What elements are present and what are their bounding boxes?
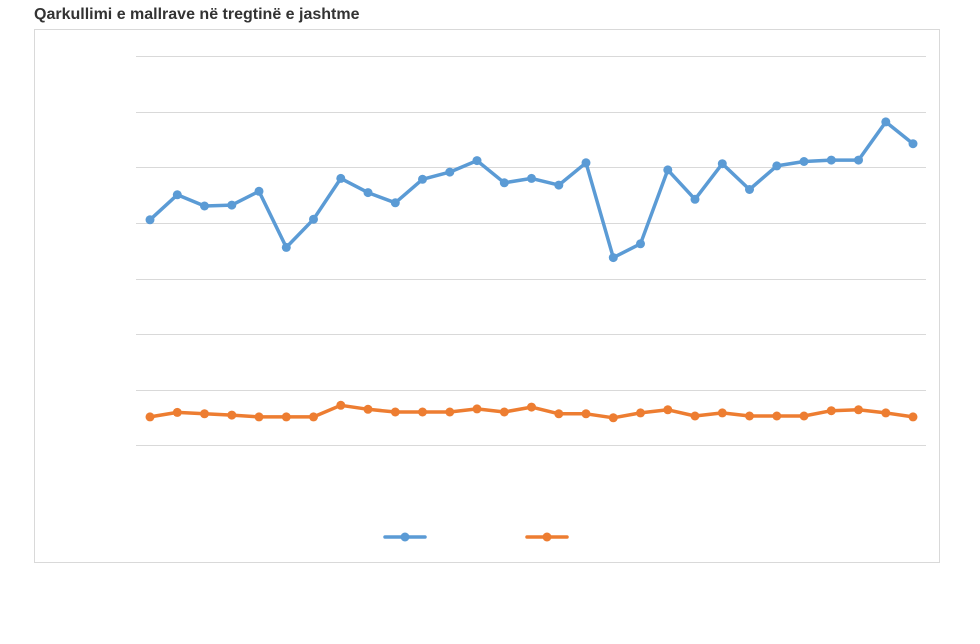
data-point [499,407,509,417]
data-point [854,155,863,165]
legend-marker [542,532,552,542]
data-point [172,407,182,417]
data-point [636,239,645,249]
data-point [472,156,482,166]
data-point [881,408,891,418]
data-point [554,409,564,419]
data-point [145,412,155,422]
data-point [309,412,318,422]
data-point [690,194,700,204]
data-point [200,201,209,211]
data-point [200,409,209,419]
data-point [717,408,727,418]
legend-item-2 [525,532,569,542]
data-point [663,165,673,175]
data-point [227,410,237,420]
data-point [281,412,291,422]
data-point [772,161,782,171]
data-point [336,400,346,410]
plot-area [136,56,926,542]
data-point [717,159,727,169]
data-point [499,178,509,188]
data-point [581,409,591,419]
data-point [445,407,455,417]
data-point [445,167,455,177]
data-point [908,139,918,149]
data-point [172,190,182,200]
data-point [745,185,754,194]
data-point [772,411,782,421]
data-point [826,406,836,416]
data-point [908,412,918,422]
data-point [227,200,237,210]
data-point [363,404,373,414]
legend-item-1 [383,532,427,542]
data-point [363,188,373,198]
data-point [527,402,536,412]
data-point [336,173,346,183]
data-point [881,117,891,127]
data-point [390,198,400,208]
data-point [254,186,264,196]
data-point [281,242,291,252]
series-1 [145,117,918,263]
data-point [554,180,564,190]
data-point [663,405,673,415]
data-point [527,173,536,183]
data-point [418,407,427,417]
data-point [745,411,754,421]
gridlines [136,56,926,446]
chart-title: Qarkullimi e mallrave në tregtinë e jash… [34,6,360,23]
chart-area [34,29,940,563]
data-point [418,174,427,184]
data-point [854,405,863,415]
data-point [799,157,809,166]
data-point [608,253,618,263]
data-point [472,404,482,414]
data-point [826,155,836,165]
data-point [608,413,618,423]
data-point [145,215,155,225]
data-point [799,411,809,421]
data-point [636,408,645,418]
data-point [690,411,700,421]
series-2 [145,400,918,423]
legend [383,532,569,542]
series-layer [145,117,918,423]
data-point [581,158,591,168]
legend-marker [400,532,410,542]
data-point [309,214,318,224]
series-line [148,120,915,260]
data-point [254,412,264,422]
data-point [390,407,400,417]
